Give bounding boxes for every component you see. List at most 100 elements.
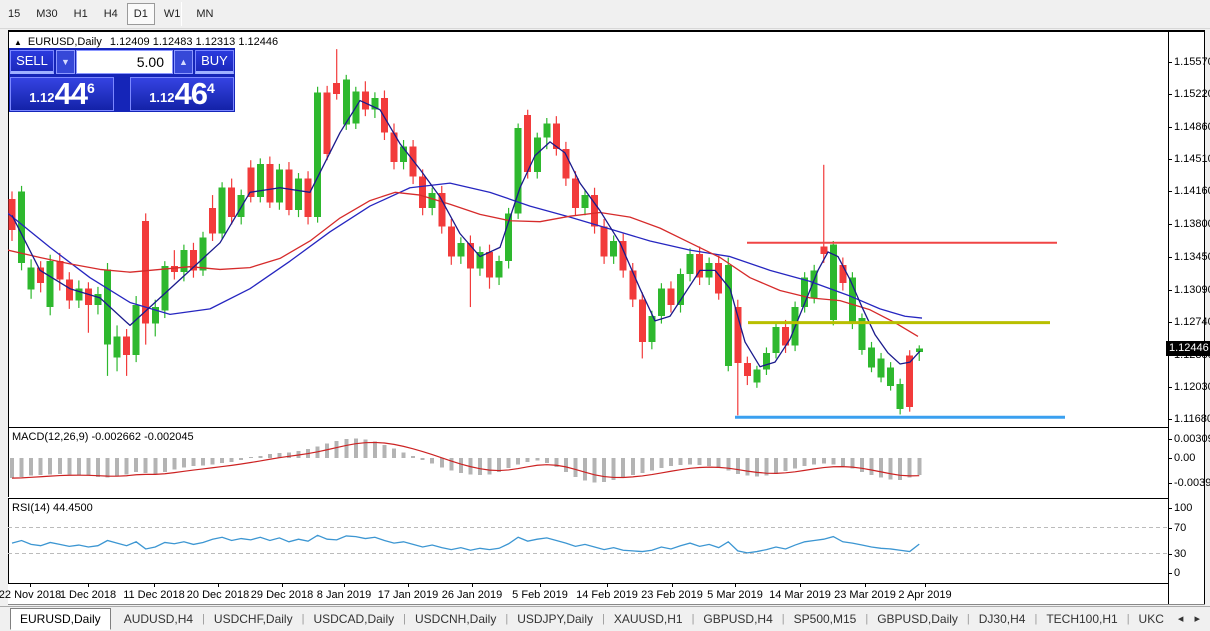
date-tick-mark <box>344 584 345 587</box>
timeframe-button-H4[interactable]: H4 <box>103 8 118 20</box>
price-tick-mark <box>1168 62 1172 63</box>
chart-window-bottom-border <box>8 604 1205 605</box>
chart-tab-tech100-h1[interactable]: TECH100,H1 <box>1046 612 1118 626</box>
date-tick-label: 26 Jan 2019 <box>441 589 503 601</box>
tab-separator: | <box>505 613 509 625</box>
chart-tab-usdcnh-daily[interactable]: USDCNH,Daily <box>415 612 497 626</box>
price-tick-mark <box>1168 321 1172 323</box>
price-tick-label: 1.11680 <box>1174 413 1210 426</box>
rsi-tick-mark <box>1168 508 1172 509</box>
price-tick-label: 1.15220 <box>1174 88 1210 101</box>
date-tick-label: 14 Feb 2019 <box>576 589 638 601</box>
date-tick-label: 2 Apr 2019 <box>898 589 952 601</box>
macd-tick-mark <box>1168 438 1172 440</box>
price-tick-mark <box>1168 289 1172 291</box>
timeframe-button-M30[interactable]: M30 <box>36 8 58 20</box>
date-tick-mark <box>865 584 866 587</box>
timeframe-button-MN[interactable]: MN <box>196 8 214 20</box>
price-tick-mark <box>1168 386 1172 388</box>
chart-tab-audusd-h4[interactable]: AUDUSD,H4 <box>123 612 194 626</box>
macd-panel-canvas[interactable] <box>8 428 1168 497</box>
current-price-tag: 1.12446 <box>1166 340 1210 356</box>
macd-panel-separator[interactable] <box>8 427 1168 428</box>
chart-window <box>8 30 1205 605</box>
timeframe-button-D1[interactable]: D1 <box>126 3 155 25</box>
date-tick-label: 22 Nov 2018 <box>0 589 62 601</box>
collapse-chart-icon[interactable]: ▲ <box>14 38 22 47</box>
buy-price-prefix: 1.12 <box>149 90 175 105</box>
sell-price-button[interactable]: 1.12 44 6 <box>10 77 114 111</box>
chart-symbol-label: EURUSD,Daily <box>27 36 102 48</box>
chart-tab-sp500-m15[interactable]: SP500,M15 <box>793 612 857 626</box>
date-tick-label: 23 Mar 2019 <box>834 589 896 601</box>
rsi-tick-label: 30 <box>1174 547 1187 560</box>
rsi-panel-separator[interactable] <box>8 497 1168 499</box>
price-tick-label: 1.13090 <box>1174 283 1210 296</box>
date-tick-label: 11 Dec 2018 <box>123 589 185 601</box>
date-tick-mark <box>408 584 409 587</box>
buy-price-pipette: 4 <box>207 80 215 96</box>
date-tick-label: 14 Mar 2019 <box>769 589 831 601</box>
chart-tab-dj30-h4[interactable]: DJ30,H4 <box>978 612 1026 626</box>
date-axis-separator <box>8 583 1168 584</box>
date-axis: 22 Nov 2018 1 Dec 2018 11 Dec 2018 20 Dec 2… <box>0 584 1168 604</box>
sell-button[interactable]: SELL <box>10 50 54 74</box>
rsi-tick-mark <box>1168 553 1172 555</box>
chart-tab-gbpusd-h4[interactable]: GBPUSD,H4 <box>703 612 773 626</box>
price-tick-label: 1.13800 <box>1174 218 1210 231</box>
date-tick-label: 23 Feb 2019 <box>641 589 703 601</box>
date-tick-mark <box>925 584 926 587</box>
date-tick-mark <box>607 584 608 587</box>
chart-tab-eurusd-daily[interactable]: EURUSD,Daily <box>10 608 111 630</box>
date-tick-mark <box>154 584 155 587</box>
chart-tab-usdjpy-daily[interactable]: USDJPY,Daily <box>517 612 594 626</box>
price-tick-mark <box>1168 127 1172 129</box>
chart-tab-ukc[interactable]: UKC <box>1138 612 1164 626</box>
chart-tab-usdchf-daily[interactable]: USDCHF,Daily <box>213 612 293 626</box>
macd-tick-label: 0.003095 <box>1174 432 1210 445</box>
price-tick-mark <box>1168 159 1172 161</box>
tab-separator: | <box>1034 613 1038 625</box>
tabs-scroll-right-icon[interactable]: ▸ <box>1194 613 1204 625</box>
price-tick-label: 1.14860 <box>1174 121 1210 134</box>
date-tick-label: 29 Dec 2018 <box>250 589 314 601</box>
date-tick-mark <box>30 584 31 587</box>
date-tick-label: 8 Jan 2019 <box>316 589 372 601</box>
buy-price-button[interactable]: 1.12 46 4 <box>130 77 234 111</box>
rsi-tick-label: 70 <box>1174 521 1187 534</box>
rsi-panel-canvas[interactable] <box>8 499 1168 583</box>
tabs-scroll-left-icon[interactable]: ◂ <box>1177 613 1188 625</box>
volume-input[interactable]: 5.00 <box>76 50 173 74</box>
tab-separator: | <box>202 613 205 625</box>
volume-decrease-icon[interactable]: ▼ <box>56 50 75 74</box>
date-tick-label: 1 Dec 2018 <box>59 589 117 601</box>
price-tick-mark <box>1168 256 1172 258</box>
buy-button[interactable]: BUY <box>195 50 234 74</box>
timeframe-button-H1[interactable]: H1 <box>73 8 88 20</box>
macd-tick-label: -0.003947 <box>1174 476 1210 489</box>
macd-tick-label: 0.00 <box>1174 452 1196 464</box>
chart-tab-xauusd-h1[interactable]: XAUUSD,H1 <box>613 612 683 626</box>
timeframe-button-15[interactable]: 15 <box>8 8 21 20</box>
chart-tabs-bar: EURUSD,Daily AUDUSD,H4 | USDCHF,Daily | USDCA… <box>0 606 1210 631</box>
timeframe-button-W1[interactable]: W1 <box>163 8 181 20</box>
date-tick-mark <box>218 584 219 587</box>
chart-tab-gbpusd-daily[interactable]: GBPUSD,Daily <box>877 612 958 626</box>
tab-separator: | <box>865 613 869 625</box>
date-tick-mark <box>800 584 801 587</box>
date-tick-label: 17 Jan 2019 <box>377 589 439 601</box>
price-chart-canvas[interactable] <box>8 33 1168 427</box>
price-tick-mark <box>1168 94 1172 96</box>
tab-separator: | <box>781 613 785 625</box>
chart-tab-usdcad-daily[interactable]: USDCAD,Daily <box>313 612 395 626</box>
volume-increase-icon[interactable]: ▲ <box>174 50 193 74</box>
one-click-trade-panel: SELL ▼ 5.00 ▲ BUY 1.12 44 6 1.12 46 4 <box>9 48 235 112</box>
tab-separator: | <box>1126 613 1130 625</box>
tab-separator: | <box>602 613 605 625</box>
date-tick-mark <box>88 584 89 587</box>
price-axis-border <box>1168 30 1169 605</box>
date-tick-label: 20 Dec 2018 <box>186 589 250 601</box>
price-tick-label: 1.15570 <box>1174 56 1210 68</box>
price-tick-label: 1.13450 <box>1174 250 1210 263</box>
